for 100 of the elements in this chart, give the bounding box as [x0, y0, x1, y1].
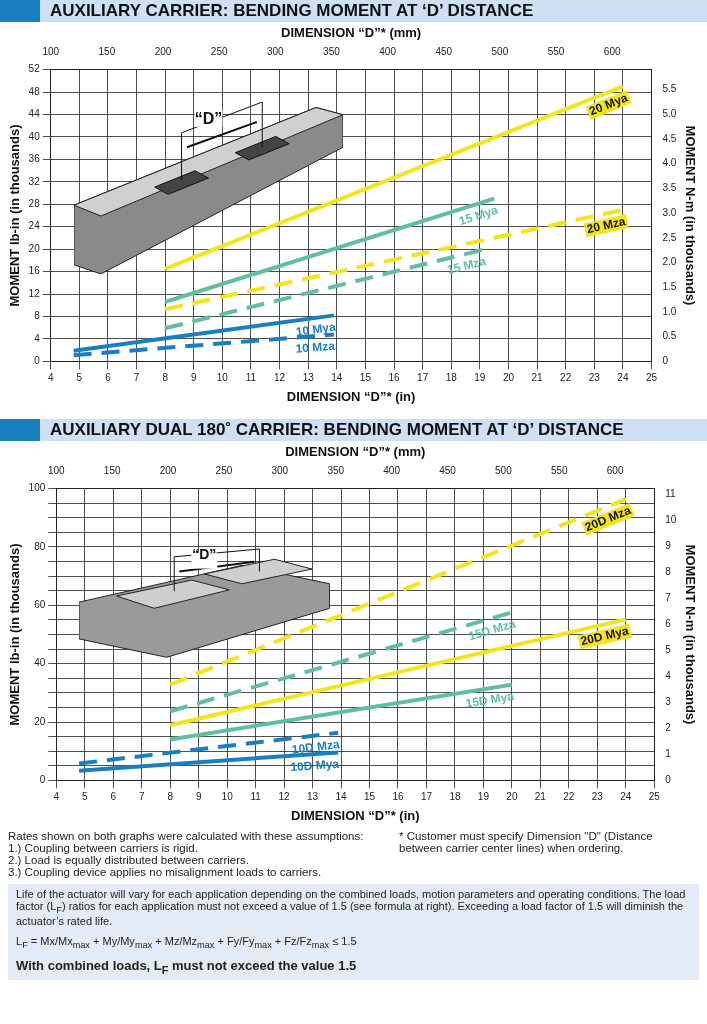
y-tick-label: 8 — [34, 310, 41, 322]
chart-title: AUXILIARY DUAL 180˚ CARRIER: BENDING MOMENT AT ‘D’ DISTANCE — [50, 420, 624, 440]
x-tick-label: 14 — [331, 372, 343, 384]
y-tick-label: 40 — [28, 130, 41, 142]
x-tick-label: 11 — [250, 791, 262, 803]
y2-tick-label: 2.5 — [662, 231, 677, 243]
x-tick-label: 13 — [307, 791, 319, 803]
y2-tick-label: 4 — [665, 669, 672, 681]
y-tick-label: 32 — [28, 175, 41, 187]
y2-tick-label: 3 — [665, 695, 672, 707]
y2-tick-label: 0.5 — [662, 330, 677, 342]
x-tick-label: 24 — [620, 791, 632, 803]
x-axis-title: DIMENSION “D”* (in) — [291, 807, 420, 823]
y-tick-label: 12 — [28, 287, 41, 299]
series-label: 10 Mza — [295, 338, 336, 356]
x-tick-label: 18 — [445, 372, 458, 384]
x-tick-label: 17 — [417, 372, 429, 384]
x-axis-title: DIMENSION “D”* (in) — [286, 388, 416, 404]
x2-tick-label: 400 — [383, 465, 401, 477]
text: 15 Mya — [457, 202, 500, 229]
y2-tick-label: 3.5 — [662, 182, 677, 194]
x-tick-label: 12 — [274, 372, 286, 384]
x2-tick-label: 300 — [266, 46, 285, 58]
y-tick-label: 40 — [34, 657, 46, 669]
x-tick-label: 6 — [105, 372, 112, 384]
x2-tick-label: 400 — [379, 46, 397, 58]
y2-tick-label: 6 — [665, 617, 672, 629]
text: 20 Mya — [587, 90, 630, 119]
y-axis-title: MOMENT lb-in (in thousands) — [7, 124, 23, 307]
x2-tick-label: 100 — [42, 46, 60, 58]
x-tick-label: 10 — [216, 372, 229, 384]
x-tick-label: 24 — [617, 372, 629, 384]
x-tick-label: 22 — [563, 791, 575, 803]
x-tick-label: 25 — [648, 791, 661, 803]
y-tick-label: 4 — [34, 332, 41, 344]
x2-tick-label: 250 — [215, 465, 233, 477]
x2-tick-label: 100 — [47, 465, 66, 477]
text: 15 Mza — [445, 253, 488, 277]
y-tick-label: 80 — [34, 540, 46, 552]
series-label: 10D Mya — [289, 756, 340, 775]
y2-tick-label: 1 — [665, 748, 672, 760]
x-tick-label: 8 — [167, 791, 174, 803]
x2-tick-label: 450 — [435, 46, 453, 58]
text: 20D Mza — [582, 502, 633, 535]
x2-tick-label: 300 — [271, 465, 289, 477]
y-tick-label: 20 — [34, 715, 46, 727]
x2-tick-label: 500 — [495, 465, 513, 477]
y2-tick-label: 8 — [665, 565, 672, 577]
x-tick-label: 19 — [477, 791, 490, 803]
y2-tick-label: 2.0 — [662, 256, 677, 268]
y2-tick-label: 3.0 — [662, 206, 677, 218]
x2-tick-label: 150 — [103, 465, 121, 477]
y-tick-label: 60 — [34, 599, 46, 611]
annotation: “D” — [194, 109, 222, 127]
text: Life of the actuator will vary for each application depending on the combined loads, motion parameters and operating conditions. The load factor (L$_{F}$) ratios for each application must not exceed a value of 1.5 (see formula at right). Exceeding a load factor of 1.5 will diminish the actuator’s rated life. — [16, 888, 687, 928]
x-tick-label: 12 — [278, 791, 291, 803]
x-tick-label: 5 — [81, 791, 88, 803]
y2-tick-label: 2 — [665, 722, 672, 734]
y2-tick-label: 0 — [665, 774, 672, 786]
x2-tick-label: 450 — [439, 465, 457, 477]
x-tick-label: 19 — [474, 372, 486, 384]
text: 10 Mya — [294, 319, 337, 339]
x-tick-label: 11 — [245, 372, 257, 384]
y2-tick-label: 9 — [665, 539, 672, 551]
x-tick-label: 23 — [591, 791, 604, 803]
y-tick-label: 20 — [28, 242, 41, 254]
y-tick-label: 48 — [28, 85, 41, 97]
x-tick-label: 16 — [388, 372, 401, 384]
x2-tick-label: 600 — [603, 46, 621, 58]
text: With combined loads, L$_{F}$ must not exceed the value 1.5 — [16, 958, 357, 976]
x-tick-label: 15 — [363, 791, 376, 803]
y-tick-label: 28 — [28, 198, 41, 210]
x2-tick-label: 200 — [154, 46, 172, 58]
x-tick-label: 15 — [359, 372, 372, 384]
x-tick-label: 8 — [162, 372, 169, 384]
x-tick-label: 14 — [335, 791, 348, 803]
text: 20 Mza — [585, 214, 628, 237]
x2-tick-label: 550 — [547, 46, 565, 58]
text: 15D Mya — [464, 688, 516, 711]
text: 2.) Load is equally distributed between carriers. — [8, 854, 250, 866]
x2-tick-label: 350 — [327, 465, 345, 477]
x-tick-label: 9 — [190, 372, 197, 384]
y2-tick-label: 5.5 — [662, 83, 677, 95]
chart-title: AUXILIARY CARRIER: BENDING MOMENT AT ‘D’ DISTANCE — [50, 1, 534, 21]
y2-tick-label: 1.0 — [662, 305, 677, 317]
x2-tick-label: 500 — [491, 46, 509, 58]
y2-tick-label: 4.0 — [662, 157, 677, 169]
text: 10D Mza — [291, 737, 341, 757]
x-tick-label: 7 — [138, 791, 145, 803]
x2-tick-label: 150 — [98, 46, 116, 58]
x-tick-label: 20 — [506, 791, 518, 803]
y2-tick-label: 0 — [662, 355, 669, 367]
y2-tick-label: 1.5 — [662, 280, 677, 292]
y-tick-label: 44 — [28, 108, 41, 120]
x-tick-label: 21 — [534, 791, 547, 803]
x-tick-label: 22 — [560, 372, 572, 384]
text: 15D Mza — [466, 616, 518, 644]
y2-tick-label: 5 — [665, 643, 672, 655]
x-tick-label: 17 — [420, 791, 433, 803]
y-tick-label: 24 — [28, 220, 41, 232]
